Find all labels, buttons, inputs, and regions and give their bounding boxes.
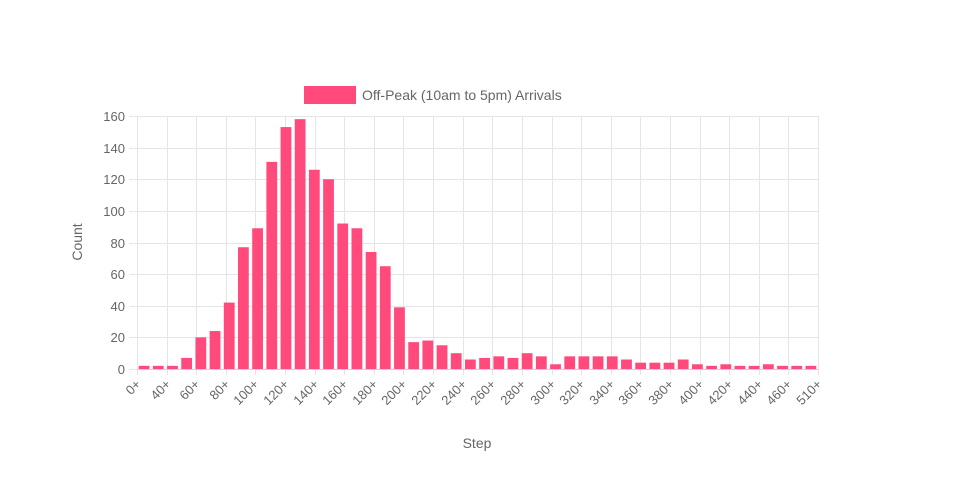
bar[interactable] xyxy=(266,161,278,369)
bar[interactable] xyxy=(606,356,618,369)
bar[interactable] xyxy=(394,307,405,369)
bar[interactable] xyxy=(167,365,178,369)
x-tick-label: 200+ xyxy=(378,377,409,408)
bar[interactable] xyxy=(337,223,349,369)
bar[interactable] xyxy=(152,365,164,369)
y-tick-label: 0 xyxy=(118,362,125,377)
y-tick-label: 120 xyxy=(103,172,125,187)
bar[interactable] xyxy=(323,179,334,369)
x-tick-label: 380+ xyxy=(645,377,676,408)
x-tick-label: 240+ xyxy=(438,377,469,408)
y-tick-label: 140 xyxy=(103,141,125,156)
bar[interactable] xyxy=(805,365,817,369)
bar[interactable] xyxy=(223,302,235,369)
bar[interactable] xyxy=(507,357,519,369)
bar[interactable] xyxy=(209,331,221,369)
bar[interactable] xyxy=(777,365,788,369)
x-axis-ticks: 0+ 40+ 60+ 80+100+120+140+160+180+200+220+2… xyxy=(123,377,825,408)
bar[interactable] xyxy=(762,364,774,369)
x-tick-label: 80+ xyxy=(206,377,232,403)
bar[interactable] xyxy=(677,359,689,369)
legend-label: Off-Peak (10am to 5pm) Arrivals xyxy=(362,87,562,103)
x-tick-label: 180+ xyxy=(349,377,380,408)
bar[interactable] xyxy=(649,362,661,369)
bar[interactable] xyxy=(479,357,490,369)
bar[interactable] xyxy=(535,356,547,369)
bar[interactable] xyxy=(521,353,533,369)
x-tick-label: 300+ xyxy=(527,377,558,408)
bar[interactable] xyxy=(450,353,462,369)
x-tick-label: 140+ xyxy=(290,377,321,408)
bar[interactable] xyxy=(564,356,576,369)
bar[interactable] xyxy=(436,345,448,369)
bar[interactable] xyxy=(635,362,647,369)
x-tick-label: 340+ xyxy=(586,377,617,408)
x-tick-label: 510+ xyxy=(793,377,824,408)
bar[interactable] xyxy=(621,359,632,369)
bar[interactable] xyxy=(280,127,292,369)
bar[interactable] xyxy=(550,364,561,369)
y-tick-label: 80 xyxy=(111,236,125,251)
bar[interactable] xyxy=(592,356,604,369)
bar[interactable] xyxy=(252,228,263,369)
x-tick-label: 400+ xyxy=(675,377,706,408)
bar[interactable] xyxy=(791,365,803,369)
x-tick-label: 0+ xyxy=(123,377,144,398)
bar[interactable] xyxy=(692,364,703,369)
x-tick-label: 260+ xyxy=(467,377,498,408)
bar[interactable] xyxy=(422,340,434,369)
x-tick-label: 60+ xyxy=(176,377,202,403)
x-tick-label: 280+ xyxy=(497,377,528,408)
y-tick-label: 20 xyxy=(111,330,125,345)
x-tick-label: 120+ xyxy=(260,377,291,408)
x-tick-label: 40+ xyxy=(147,377,173,403)
bar[interactable] xyxy=(748,365,760,369)
bar[interactable] xyxy=(493,356,505,369)
bar[interactable] xyxy=(181,357,193,369)
bar[interactable] xyxy=(238,247,249,369)
y-tick-label: 100 xyxy=(103,204,125,219)
x-tick-label: 320+ xyxy=(556,377,587,408)
legend-swatch xyxy=(304,86,356,104)
bar[interactable] xyxy=(365,251,377,369)
y-axis-ticks: 0 20 40 60 80 100 120 140 160 xyxy=(103,109,125,377)
y-tick-label: 60 xyxy=(111,267,125,282)
x-tick-label: 460+ xyxy=(763,377,794,408)
bar[interactable] xyxy=(294,119,306,369)
y-axis-title: Count xyxy=(69,223,85,260)
bar[interactable] xyxy=(663,362,675,369)
bar[interactable] xyxy=(308,169,320,369)
bar[interactable] xyxy=(465,359,476,369)
x-tick-label: 420+ xyxy=(704,377,735,408)
x-axis-title: Step xyxy=(463,435,492,451)
bar[interactable] xyxy=(379,266,391,369)
bar[interactable] xyxy=(720,364,732,369)
y-tick-label: 40 xyxy=(111,299,125,314)
x-tick-label: 160+ xyxy=(319,377,350,408)
x-tick-label: 100+ xyxy=(230,377,261,408)
bar[interactable] xyxy=(578,356,590,369)
x-tick-label: 220+ xyxy=(408,377,439,408)
bars-layer xyxy=(138,119,817,370)
y-tick-label: 160 xyxy=(103,109,125,124)
x-tick-label: 440+ xyxy=(734,377,765,408)
bar[interactable] xyxy=(706,365,717,369)
x-tick-label: 360+ xyxy=(615,377,646,408)
bar[interactable] xyxy=(351,228,363,369)
bar[interactable] xyxy=(138,365,150,369)
bar[interactable] xyxy=(195,337,207,370)
legend[interactable]: Off-Peak (10am to 5pm) Arrivals xyxy=(304,86,562,104)
bar[interactable] xyxy=(408,342,420,369)
bar[interactable] xyxy=(734,365,746,369)
